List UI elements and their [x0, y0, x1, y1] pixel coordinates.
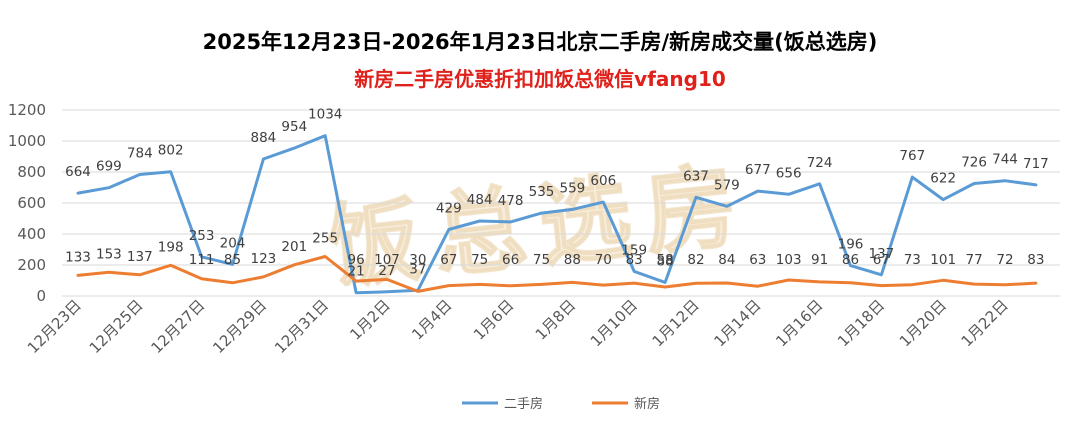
x-tick-label: 1月14日 [710, 296, 764, 350]
y-tick-label: 200 [17, 256, 46, 274]
data-label: 1034 [308, 107, 342, 123]
data-label: 717 [1023, 156, 1049, 172]
data-label: 802 [158, 143, 184, 159]
data-label: 70 [595, 252, 612, 268]
x-tick-label: 1月2日 [346, 296, 393, 343]
data-label: 159 [621, 242, 647, 258]
data-label: 478 [498, 193, 524, 209]
data-label: 86 [842, 252, 859, 268]
x-tick-label: 12月27日 [147, 296, 208, 357]
data-label: 201 [281, 239, 307, 255]
data-label: 88 [657, 253, 674, 269]
data-label: 67 [873, 252, 890, 268]
y-tick-label: 800 [17, 163, 46, 181]
legend-label: 新房 [634, 396, 660, 412]
data-label: 744 [992, 152, 1018, 168]
data-label: 103 [776, 252, 802, 268]
x-tick-label: 1月20日 [896, 296, 950, 350]
data-label: 66 [502, 252, 519, 268]
data-label: 767 [899, 148, 925, 164]
data-label: 724 [807, 155, 833, 171]
data-label: 198 [158, 239, 184, 255]
data-label: 579 [714, 177, 740, 193]
x-tick-label: 12月23日 [24, 296, 85, 357]
data-label: 58 [657, 252, 674, 268]
data-label: 111 [189, 252, 215, 268]
data-label: 622 [930, 171, 956, 187]
data-label: 535 [529, 184, 555, 200]
series-line-new [76, 255, 1038, 293]
x-tick-label: 1月10日 [587, 296, 641, 350]
x-tick-label: 1月16日 [772, 296, 826, 350]
data-label: 72 [996, 252, 1013, 268]
data-label: 101 [930, 252, 956, 268]
x-tick-label: 1月22日 [958, 296, 1012, 350]
x-tick-label: 1月4日 [408, 296, 455, 343]
data-label: 884 [251, 130, 277, 146]
data-label: 30 [409, 252, 426, 268]
data-label: 75 [471, 252, 488, 268]
data-label: 153 [96, 246, 122, 262]
data-label: 699 [96, 159, 122, 175]
x-tick-label: 1月6日 [470, 296, 517, 343]
x-tick-label: 12月29日 [209, 296, 270, 357]
data-label: 21 [348, 264, 365, 280]
y-tick-label: 1200 [8, 101, 46, 119]
x-tick-label: 1月12日 [649, 296, 703, 350]
data-label: 88 [564, 252, 581, 268]
data-label: 253 [189, 228, 215, 244]
y-tick-label: 600 [17, 194, 46, 212]
data-label: 606 [590, 173, 616, 189]
data-label: 726 [961, 154, 987, 170]
x-tick-label: 1月18日 [834, 296, 888, 350]
x-tick-label: 12月31日 [271, 296, 332, 357]
data-label: 67 [440, 252, 457, 268]
data-label: 255 [312, 230, 338, 246]
y-tick-label: 1000 [8, 132, 46, 150]
data-label: 83 [626, 252, 643, 268]
y-tick-label: 0 [36, 287, 46, 305]
data-label: 656 [776, 165, 802, 181]
x-tick-label: 1月8日 [532, 296, 579, 343]
data-label: 63 [749, 252, 766, 268]
data-label: 429 [436, 201, 462, 217]
data-label: 83 [1027, 252, 1044, 268]
data-label: 96 [348, 252, 365, 268]
data-label: 77 [966, 252, 983, 268]
data-label: 137 [127, 249, 153, 265]
data-label: 133 [65, 249, 91, 265]
data-label: 637 [683, 168, 709, 184]
data-label: 84 [718, 252, 735, 268]
series-line-second-hand [76, 134, 1038, 295]
data-label: 137 [869, 246, 895, 262]
data-label: 107 [374, 252, 400, 268]
data-label: 677 [745, 162, 771, 178]
data-label: 196 [838, 237, 864, 253]
data-label: 204 [220, 235, 246, 251]
legend-label: 二手房 [504, 396, 543, 412]
data-label: 75 [533, 252, 550, 268]
data-label: 27 [378, 263, 395, 279]
data-label: 37 [409, 261, 426, 277]
chart-title: 2025年12月23日-2026年1月23日北京二手房/新房成交量(饭总选房) [202, 30, 878, 54]
data-label: 85 [224, 252, 241, 268]
data-label: 559 [560, 180, 586, 196]
data-label: 784 [127, 145, 153, 161]
data-label: 123 [251, 251, 277, 267]
data-label: 82 [687, 252, 704, 268]
data-label: 954 [281, 119, 307, 135]
data-label: 91 [811, 252, 828, 268]
data-label: 484 [467, 192, 493, 208]
chart-subtitle: 新房二手房优惠折扣加饭总微信vfang10 [354, 67, 726, 91]
data-label: 664 [65, 164, 91, 180]
data-label: 73 [904, 252, 921, 268]
x-tick-label: 12月25日 [86, 296, 147, 357]
y-tick-label: 400 [17, 225, 46, 243]
